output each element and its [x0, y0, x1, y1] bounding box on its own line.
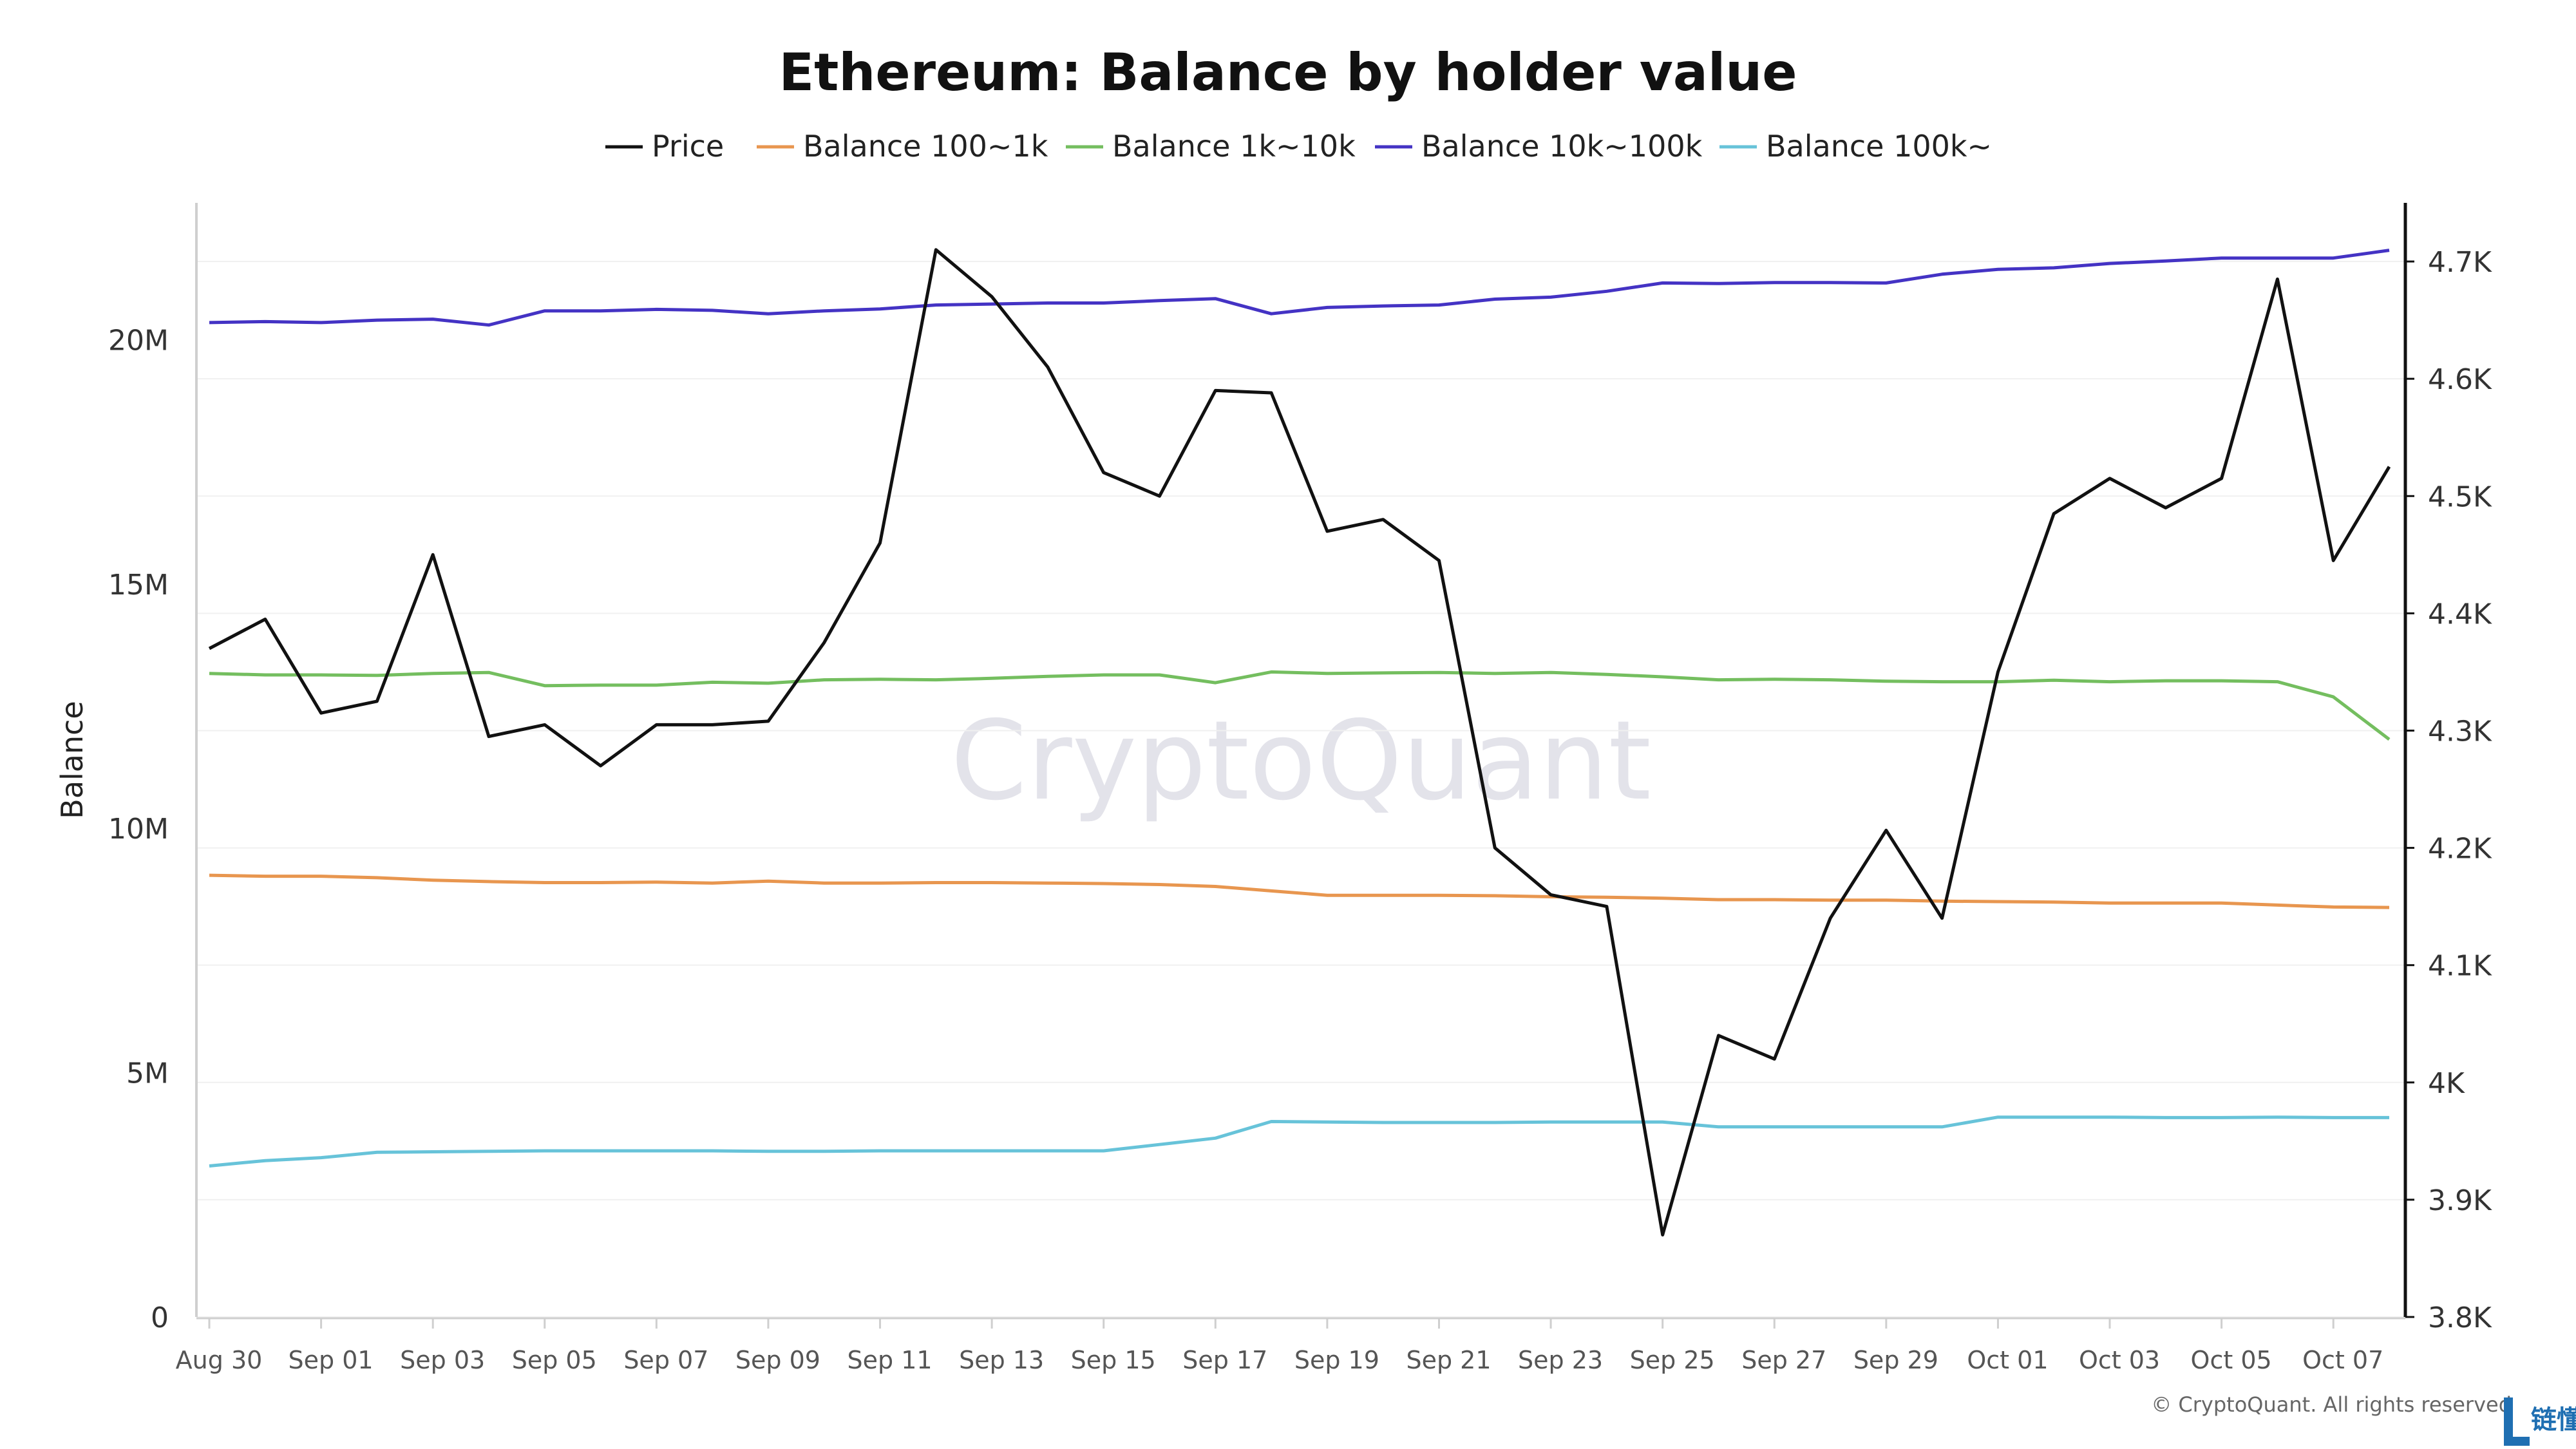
legend-item: Balance 100k~ [1719, 129, 1992, 164]
y-tick-label: 20M [108, 324, 169, 357]
y-right-tick-label: 3.8K [2428, 1302, 2492, 1334]
x-tick-label: Sep 17 [1182, 1346, 1267, 1374]
watermark: CryptoQuant [951, 697, 1651, 825]
x-tick-label: Oct 05 [2191, 1346, 2272, 1374]
x-tick-label: Sep 07 [623, 1346, 708, 1374]
logo-text: 链懂 [2531, 1405, 2576, 1435]
series-line-balance-1k-10k [209, 670, 2391, 741]
x-tick-label: Oct 03 [2079, 1346, 2160, 1374]
legend-item: Balance 100~1k [757, 129, 1048, 164]
x-tick-label: Sep 05 [512, 1346, 597, 1374]
series-line-price [208, 248, 2391, 1236]
legend-item: Price [605, 129, 724, 164]
y-right-tick-label: 4.5K [2428, 480, 2492, 513]
y-tick-label: 10M [108, 813, 169, 846]
logo-mark [2504, 1397, 2513, 1446]
series-line-balance-100k [209, 1115, 2389, 1168]
y-right-tick-label: 4.6K [2428, 363, 2492, 396]
y-right-tick-label: 4.1K [2428, 950, 2492, 983]
x-tick-label: Sep 03 [400, 1346, 485, 1374]
legend-item: Balance 10k~100k [1375, 129, 1703, 164]
x-tick-label: Sep 21 [1406, 1346, 1491, 1374]
x-tick-label: Aug 30 [176, 1346, 263, 1374]
y-right-tick-label: 4K [2428, 1067, 2465, 1100]
y-tick-label: 0 [151, 1302, 169, 1334]
y-axis-label: Balance [55, 701, 90, 819]
x-tick-label: Sep 09 [735, 1346, 820, 1374]
legend-label: Balance 10k~100k [1421, 129, 1703, 164]
x-tick-label: Sep 29 [1853, 1346, 1938, 1374]
y-right-tick-label: 4.7K [2428, 246, 2492, 279]
copyright-text: © CryptoQuant. All rights reserved [2151, 1392, 2512, 1417]
legend-item: Balance 1k~10k [1066, 129, 1356, 164]
x-tick-label: Sep 11 [848, 1346, 933, 1374]
y-tick-label: 15M [108, 569, 169, 601]
x-tick-label: Sep 23 [1518, 1346, 1603, 1374]
legend: Price Balance 100~1k Balance 1k~10k Balance… [605, 129, 1992, 164]
y-right-tick-label: 4.2K [2428, 833, 2492, 866]
series-group [208, 248, 2391, 1236]
x-tick-label: Sep 01 [289, 1346, 374, 1374]
x-tick-label: Sep 27 [1741, 1346, 1826, 1374]
axes: 0 5M 10M 15M 20M 3.8K 3.9K 4K 4.1K 4.2K 4.3K 4.4K 4.… [108, 203, 2492, 1374]
x-tick-label: Sep 19 [1294, 1346, 1379, 1374]
x-tick-label: Sep 15 [1071, 1346, 1156, 1374]
y-right-tick-label: 4.3K [2428, 715, 2492, 748]
series-line-balance-100-1k [209, 873, 2390, 909]
legend-label: Balance 1k~10k [1112, 129, 1356, 164]
chart-title: Ethereum: Balance by holder value [779, 43, 1797, 102]
x-tick-label: Oct 01 [1967, 1346, 2048, 1374]
y-right-tick-label: 3.9K [2428, 1184, 2492, 1217]
x-tick-label: Sep 13 [959, 1346, 1044, 1374]
x-tick-label: Sep 25 [1630, 1346, 1715, 1374]
legend-label: Price [652, 129, 724, 164]
y-right-tick-label: 4.4K [2428, 598, 2492, 630]
x-tick-label: Oct 07 [2302, 1346, 2383, 1374]
grid [196, 261, 2405, 1318]
legend-label: Balance 100k~ [1766, 129, 1992, 164]
logo-mark-base [2504, 1437, 2530, 1446]
logo: 链懂 [2504, 1397, 2576, 1446]
y-tick-label: 5M [126, 1057, 169, 1090]
series-line-balance-10k-100k [209, 249, 2390, 327]
legend-label: Balance 100~1k [803, 129, 1048, 164]
